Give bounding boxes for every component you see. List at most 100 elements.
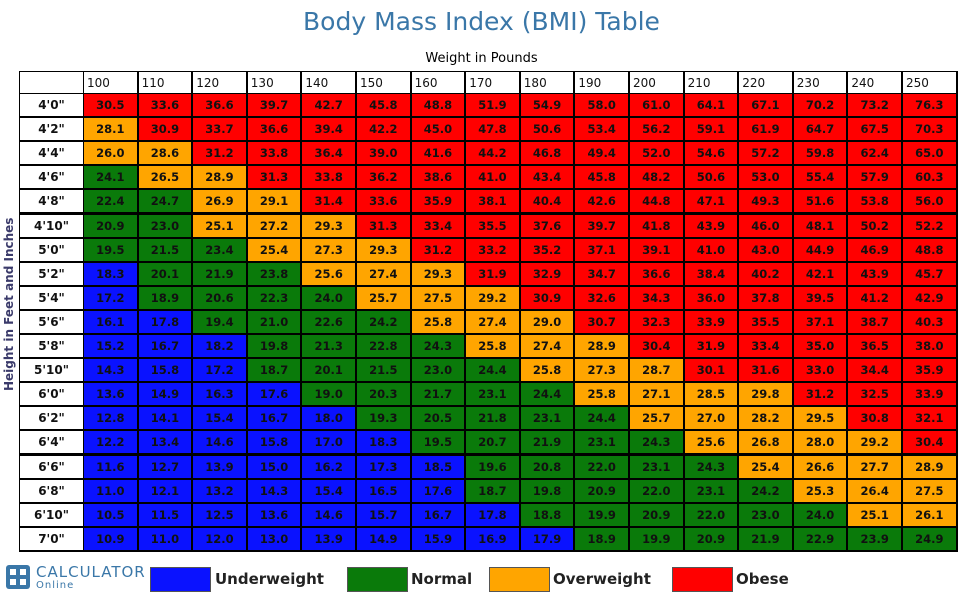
bmi-cell: 33.6 [357, 190, 410, 213]
bmi-cell: 36.6 [193, 94, 246, 117]
bmi-cell: 27.4 [466, 310, 519, 333]
bmi-cell: 26.6 [793, 455, 847, 478]
bmi-cell: 76.3 [903, 94, 956, 117]
bmi-cell: 32.9 [520, 262, 574, 285]
corner-cell [20, 72, 83, 93]
bmi-cell: 16.2 [302, 455, 355, 478]
bmi-cell: 26.1 [903, 503, 956, 526]
bmi-cell: 21.0 [247, 310, 301, 333]
bmi-cell: 59.1 [684, 118, 738, 141]
bmi-cell: 40.2 [739, 262, 792, 285]
column-header: 110 [138, 72, 192, 93]
bmi-cell: 33.6 [138, 94, 192, 117]
bmi-cell: 33.7 [193, 118, 246, 141]
bmi-cell: 12.5 [193, 503, 246, 526]
bmi-cell: 21.5 [357, 359, 410, 382]
column-header: 210 [684, 72, 738, 93]
bmi-cell: 19.6 [466, 455, 519, 478]
bmi-cell: 16.1 [84, 310, 137, 333]
bmi-cell: 23.1 [630, 455, 683, 478]
bmi-cell: 57.9 [848, 166, 901, 189]
column-header: 180 [520, 72, 574, 93]
bmi-cell: 42.7 [302, 94, 355, 117]
bmi-cell: 20.9 [84, 214, 137, 237]
row-header: 6'6" [20, 455, 83, 478]
bmi-cell: 28.7 [630, 359, 683, 382]
bmi-cell: 24.4 [575, 407, 628, 430]
bmi-cell: 31.3 [357, 214, 410, 237]
bmi-cell: 14.3 [84, 359, 137, 382]
bmi-cell: 42.2 [357, 118, 410, 141]
bmi-cell: 15.0 [247, 455, 301, 478]
bmi-cell: 26.0 [84, 142, 137, 165]
bmi-cell: 13.2 [193, 479, 246, 502]
bmi-cell: 28.9 [193, 166, 246, 189]
bmi-cell: 49.4 [575, 142, 628, 165]
bmi-cell: 18.7 [466, 479, 519, 502]
bmi-cell: 31.2 [411, 238, 465, 261]
bmi-cell: 23.0 [739, 503, 792, 526]
bmi-cell: 16.9 [466, 527, 519, 550]
bmi-cell: 20.9 [684, 527, 738, 550]
bmi-cell: 39.7 [575, 214, 628, 237]
bmi-cell: 32.5 [848, 383, 901, 406]
bmi-cell: 15.9 [411, 527, 465, 550]
bmi-cell: 73.2 [848, 94, 901, 117]
bmi-cell: 13.6 [84, 383, 137, 406]
bmi-cell: 39.0 [357, 142, 410, 165]
bmi-cell: 48.1 [793, 214, 847, 237]
row-header: 4'4" [20, 142, 83, 165]
bmi-cell: 22.4 [84, 190, 137, 213]
column-header: 170 [466, 72, 519, 93]
bmi-cell: 29.2 [848, 431, 901, 454]
column-header: 250 [903, 72, 956, 93]
bmi-cell: 18.8 [520, 503, 574, 526]
bmi-cell: 20.9 [575, 479, 628, 502]
bmi-cell: 15.4 [302, 479, 355, 502]
bmi-cell: 30.5 [84, 94, 137, 117]
bmi-cell: 50.6 [684, 166, 738, 189]
bmi-cell: 10.9 [84, 527, 137, 550]
bmi-cell: 35.5 [739, 310, 792, 333]
bmi-cell: 70.3 [903, 118, 956, 141]
bmi-cell: 32.3 [630, 310, 683, 333]
bmi-cell: 33.2 [466, 238, 519, 261]
bmi-cell: 27.7 [848, 455, 901, 478]
bmi-cell: 14.6 [302, 503, 355, 526]
bmi-cell: 50.6 [520, 118, 574, 141]
row-header: 5'0" [20, 238, 83, 261]
bmi-cell: 33.4 [739, 335, 792, 358]
row-header: 6'8" [20, 479, 83, 502]
bmi-cell: 11.0 [138, 527, 192, 550]
y-axis-label: Height in Feet and Inches [2, 217, 16, 391]
bmi-cell: 45.8 [357, 94, 410, 117]
bmi-cell: 30.4 [630, 335, 683, 358]
bmi-cell: 34.3 [630, 286, 683, 309]
bmi-cell: 28.0 [793, 431, 847, 454]
bmi-cell: 28.9 [575, 335, 628, 358]
bmi-cell: 56.2 [630, 118, 683, 141]
bmi-cell: 51.6 [793, 190, 847, 213]
bmi-cell: 30.7 [575, 310, 628, 333]
bmi-cell: 44.2 [466, 142, 519, 165]
bmi-cell: 36.6 [247, 118, 301, 141]
bmi-cell: 26.5 [138, 166, 192, 189]
bmi-cell: 22.0 [684, 503, 738, 526]
bmi-cell: 21.9 [520, 431, 574, 454]
bmi-cell: 19.9 [630, 527, 683, 550]
bmi-cell: 37.1 [575, 238, 628, 261]
bmi-cell: 34.4 [848, 359, 901, 382]
bmi-cell: 27.4 [520, 335, 574, 358]
bmi-cell: 31.4 [302, 190, 355, 213]
column-header: 150 [357, 72, 410, 93]
bmi-cell: 13.9 [193, 455, 246, 478]
bmi-cell: 15.8 [247, 431, 301, 454]
bmi-cell: 36.4 [302, 142, 355, 165]
bmi-cell: 21.8 [466, 407, 519, 430]
bmi-cell: 61.0 [630, 94, 683, 117]
bmi-cell: 19.5 [84, 238, 137, 261]
bmi-cell: 21.3 [302, 335, 355, 358]
bmi-cell: 49.3 [739, 190, 792, 213]
bmi-cell: 29.2 [466, 286, 519, 309]
bmi-cell: 25.4 [247, 238, 301, 261]
